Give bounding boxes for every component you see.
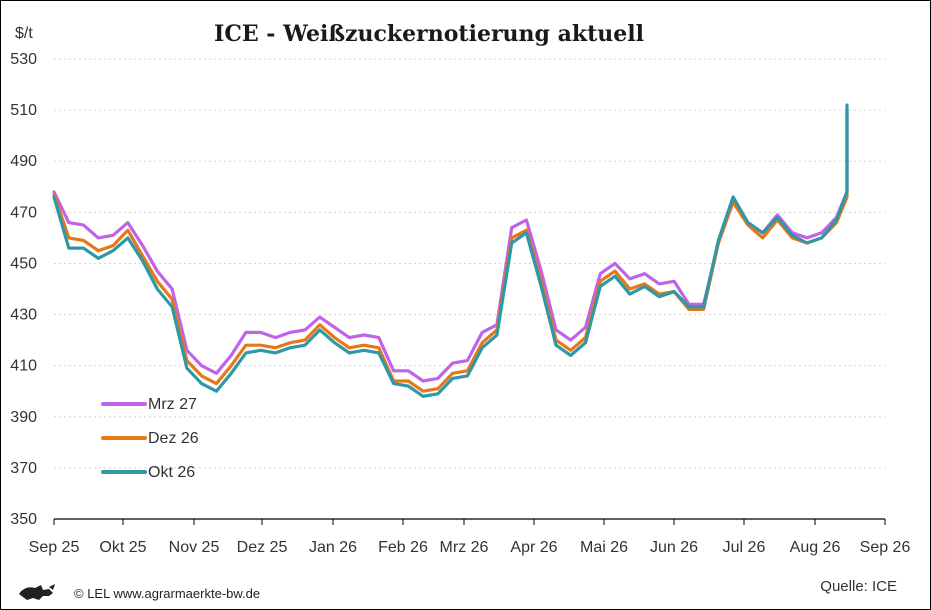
copyright-text: © LEL www.agrarmaerkte-bw.de: [74, 586, 260, 601]
y-tick-label: 530: [10, 51, 37, 68]
legend: Mrz 27 Dez 26 Okt 26: [101, 396, 199, 481]
source-text: Quelle: ICE: [820, 578, 897, 595]
x-axis: Sep 25 Okt 25 Nov 25 Dez 25 Jan 26 Feb 26 Mrz …: [29, 518, 911, 556]
legend-label: Dez 26: [148, 430, 199, 447]
y-axis-ticks: 350 370 390 410 430 450 470 490 510 530: [10, 51, 37, 528]
lion-emblem-icon: [19, 584, 55, 600]
x-tick-label: Jun 26: [650, 539, 698, 556]
x-tick-label: Nov 25: [169, 539, 220, 556]
chart-title: ICE - Weißzuckernotierung aktuell: [214, 21, 644, 47]
legend-label: Okt 26: [148, 464, 195, 481]
series-lines: [52, 103, 849, 398]
x-tick-label: Mai 26: [580, 539, 628, 556]
x-tick-label: Aug 26: [790, 539, 841, 556]
x-tick-label: Feb 26: [378, 539, 428, 556]
y-tick-label: 490: [10, 153, 37, 170]
x-tick-label: Jan 26: [309, 539, 357, 556]
legend-label: Mrz 27: [148, 396, 197, 413]
y-tick-label: 350: [10, 511, 37, 528]
x-tick-label: Apr 26: [510, 539, 557, 556]
x-tick-label: Dez 25: [237, 539, 288, 556]
x-tick-label: Mrz 26: [440, 539, 489, 556]
y-tick-label: 410: [10, 358, 37, 375]
y-tick-label: 470: [10, 204, 37, 221]
x-tick-label: Sep 25: [29, 539, 80, 556]
x-tick-label: Jul 26: [723, 539, 766, 556]
x-tick-label: Okt 25: [99, 539, 146, 556]
series-line-okt-26: [52, 103, 849, 398]
series-line-dez-26: [52, 111, 849, 393]
y-tick-label: 370: [10, 460, 37, 477]
y-tick-label: 450: [10, 255, 37, 272]
y-tick-label: 430: [10, 307, 37, 324]
y-tick-label: 510: [10, 102, 37, 119]
series-line-mrz-27: [52, 108, 849, 383]
y-tick-label: 390: [10, 409, 37, 426]
y-axis-unit-label: $/t: [15, 25, 33, 42]
x-tick-label: Sep 26: [860, 539, 911, 556]
